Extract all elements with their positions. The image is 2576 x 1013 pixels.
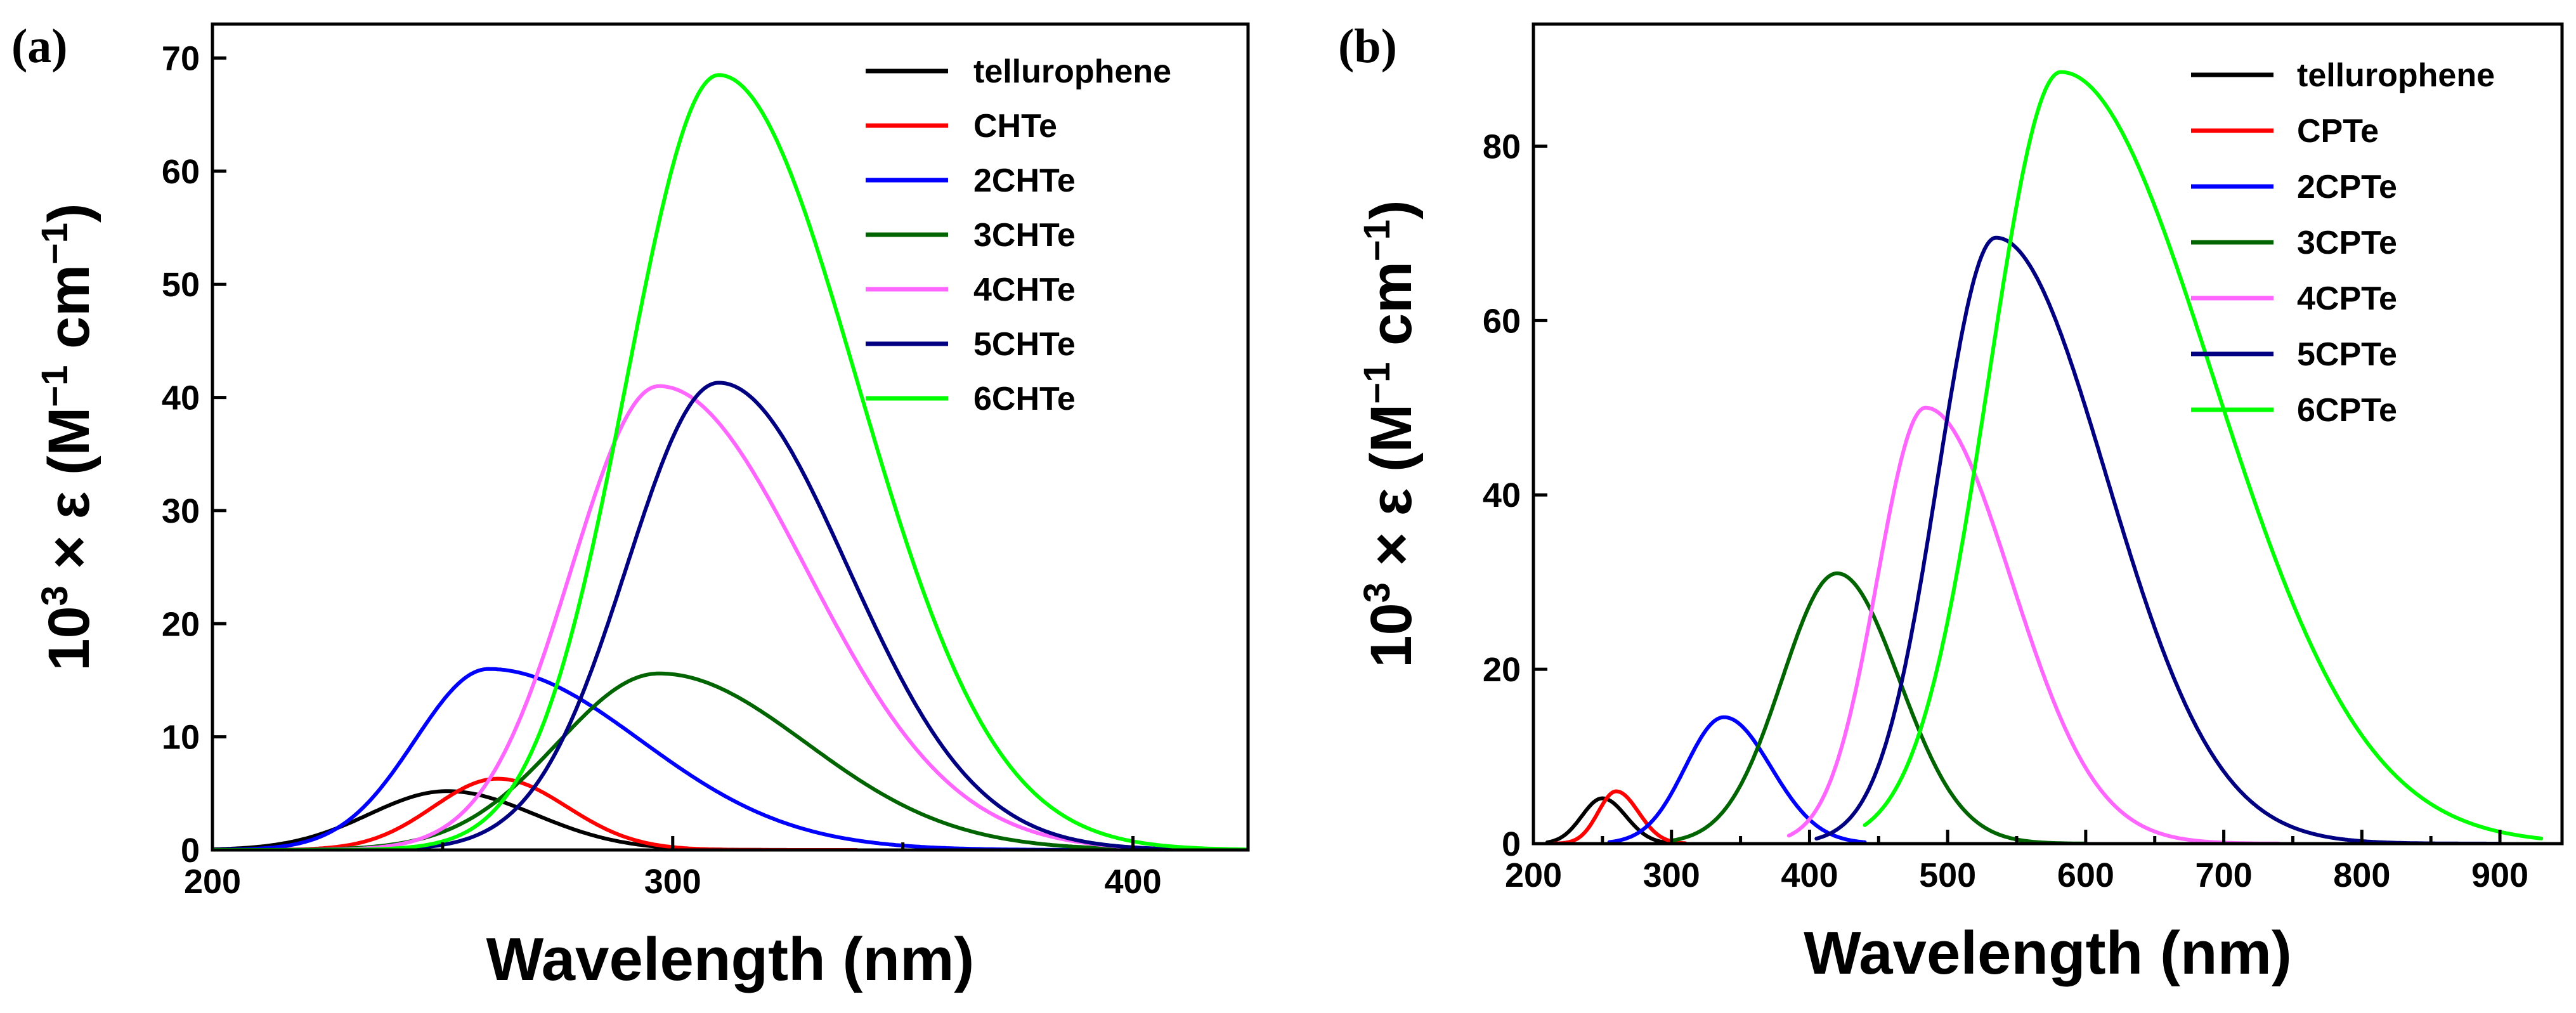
y-tick-label: 60 xyxy=(162,153,200,191)
series-line-2chte xyxy=(212,667,1248,850)
series-line-tellurophene xyxy=(1545,796,1674,844)
legend-label-3chte: 3CHTe xyxy=(973,217,1076,254)
plot-frame xyxy=(211,22,1250,852)
legend-label-6chte: 6CHTe xyxy=(973,381,1076,417)
series-line-4cpte xyxy=(1786,405,2281,844)
legend-label-5cpte: 5CPTe xyxy=(2297,336,2397,373)
legend-label-cpte: CPTe xyxy=(2297,113,2379,150)
y-axis-label: 103 × ε (M−1 cm−1) xyxy=(34,203,101,670)
legend-label-4cpte: 4CPTe xyxy=(2297,280,2397,317)
legend-label-chte: CHTe xyxy=(973,108,1057,145)
legend-label-tellurophene: tellurophene xyxy=(973,53,1171,90)
y-tick-label: 50 xyxy=(162,266,200,304)
y-tick-label: 60 xyxy=(1483,302,1521,340)
x-tick-label: 300 xyxy=(644,863,701,901)
y-tick-label: 0 xyxy=(181,832,200,870)
series-line-5cpte xyxy=(1814,235,2502,844)
y-tick-label: 0 xyxy=(1502,825,1521,863)
y-axis-label: 103 × ε (M−1 cm−1) xyxy=(1356,200,1424,667)
y-tick-label: 30 xyxy=(162,492,200,530)
x-tick-label: 800 xyxy=(2333,856,2390,894)
legend-label-3cpte: 3CPTe xyxy=(2297,225,2397,261)
y-tick-label: 20 xyxy=(162,605,200,643)
x-tick-label: 600 xyxy=(2057,856,2114,894)
panel-label: (a) xyxy=(11,20,68,73)
y-tick-label: 70 xyxy=(162,40,200,78)
series-line-3chte xyxy=(212,671,1248,850)
x-tick-label: 400 xyxy=(1105,863,1162,901)
x-tick-label: 500 xyxy=(1919,856,1976,894)
x-axis-label: Wavelength (nm) xyxy=(486,925,975,993)
series-line-2cpte xyxy=(1607,715,1867,844)
panel-label: (b) xyxy=(1338,20,1397,73)
chart-panel-b: 200 300 400 500 600 700 800 900 0 20 40 60 80 Wavelen… xyxy=(1338,20,2564,987)
x-axis-label: Wavelength (nm) xyxy=(1804,919,2292,987)
x-tick-label: 700 xyxy=(2195,856,2253,894)
chart-panel-a: 200 300 400 0 10 20 30 40 50 60 70 Wavelength (nm) 1… xyxy=(11,20,1250,993)
y-tick-label: 40 xyxy=(1483,476,1521,514)
series-group xyxy=(212,73,1248,850)
y-tick-label: 10 xyxy=(162,719,200,757)
plot-frame xyxy=(1532,22,2564,846)
x-tick-label: 200 xyxy=(184,863,241,901)
x-tick-label: 400 xyxy=(1781,856,1838,894)
y-tick-label: 40 xyxy=(162,379,200,417)
y-tick-label: 80 xyxy=(1483,127,1521,166)
x-tick-label: 300 xyxy=(1643,856,1700,894)
legend-label-4chte: 4CHTe xyxy=(973,271,1076,308)
series-line-cpte xyxy=(1552,789,1688,844)
legend-label-tellurophene: tellurophene xyxy=(2297,57,2495,94)
legend-label-2chte: 2CHTe xyxy=(973,162,1076,199)
legend-label-2cpte: 2CPTe xyxy=(2297,169,2397,206)
series-line-5chte xyxy=(212,381,1248,850)
x-tick-label: 900 xyxy=(2471,856,2528,894)
series-line-6chte xyxy=(212,73,1248,850)
series-line-4chte xyxy=(212,384,1248,850)
legend-label-6cpte: 6CPTe xyxy=(2297,392,2397,429)
y-tick-label: 20 xyxy=(1483,651,1521,689)
series-line-6cpte xyxy=(1863,70,2544,840)
legend-label-5chte: 5CHTe xyxy=(973,326,1076,363)
x-tick-label: 200 xyxy=(1505,856,1562,894)
